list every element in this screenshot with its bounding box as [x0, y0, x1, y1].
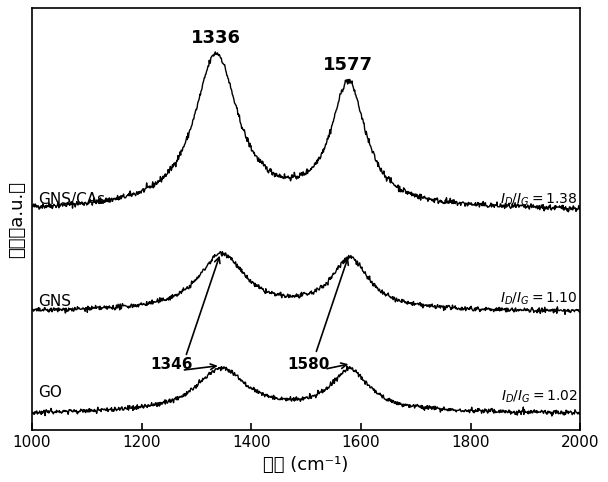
Text: 1336: 1336	[191, 29, 241, 47]
Text: $I_D/I_G=1.02$: $I_D/I_G=1.02$	[500, 388, 578, 405]
Y-axis label: 光强（a.u.）: 光强（a.u.）	[9, 181, 26, 258]
Text: 1346: 1346	[151, 357, 193, 372]
Text: 1580: 1580	[288, 357, 330, 372]
Text: $I_D/I_G=1.10$: $I_D/I_G=1.10$	[500, 291, 578, 308]
Text: GNS: GNS	[38, 294, 72, 308]
Text: $I_D/I_G=1.38$: $I_D/I_G=1.38$	[500, 191, 578, 208]
Text: GO: GO	[38, 385, 63, 400]
Text: 1577: 1577	[323, 56, 373, 74]
X-axis label: 波数 (cm⁻¹): 波数 (cm⁻¹)	[263, 455, 349, 474]
Text: GNS/CAs: GNS/CAs	[38, 192, 106, 207]
